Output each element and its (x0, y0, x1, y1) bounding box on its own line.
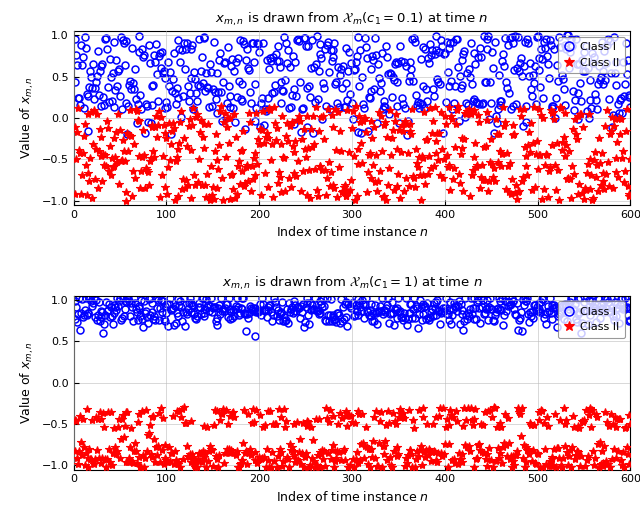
Class II (84, 464, 92, 470)
Y-axis label: Value of $x_{m,n}$: Value of $x_{m,n}$ (19, 77, 36, 159)
Class I (322, 103, 330, 109)
Class I (563, 32, 571, 38)
Class II (122, 198, 129, 204)
Class II (627, 156, 634, 163)
Class I (403, 132, 411, 138)
Class II (216, 453, 223, 459)
Class I (214, 305, 222, 311)
Class I (443, 39, 451, 45)
Class I (76, 295, 83, 301)
Class I (444, 311, 451, 317)
Class I (627, 104, 634, 110)
X-axis label: Index of time instance $n$: Index of time instance $n$ (276, 490, 428, 504)
Line: Class I: Class I (71, 295, 634, 340)
Class I (70, 78, 78, 85)
Class II (70, 190, 78, 197)
Class I (398, 94, 406, 101)
Class I (70, 315, 78, 321)
Class II (444, 464, 451, 470)
Class II (444, 164, 451, 170)
Y-axis label: Value of $x_{m,n}$: Value of $x_{m,n}$ (19, 341, 36, 424)
Line: Class I: Class I (71, 31, 634, 138)
Class II (180, 405, 188, 411)
Class II (323, 174, 331, 181)
Class I (169, 76, 177, 82)
Class I (627, 317, 634, 323)
Class I (214, 110, 221, 117)
Class I (490, 130, 498, 136)
Class I (252, 333, 259, 340)
Legend: Class I, Class II: Class I, Class II (558, 37, 625, 73)
Class I (491, 312, 499, 318)
Class II (491, 405, 499, 411)
Class II (170, 461, 178, 467)
Title: $x_{m,n}$ is drawn from $\mathcal{X}_m(c_1 = 0.1)$ at time $n$: $x_{m,n}$ is drawn from $\mathcal{X}_m(c… (216, 10, 488, 28)
Class I (170, 322, 178, 328)
Class II (627, 421, 634, 427)
Class II (170, 125, 178, 132)
Class II (491, 179, 499, 185)
Class II (352, 103, 360, 109)
Class I (400, 310, 408, 316)
Class II (324, 450, 332, 456)
Class I (324, 312, 332, 318)
X-axis label: Index of time instance $n$: Index of time instance $n$ (276, 225, 428, 239)
Legend: Class I, Class II: Class I, Class II (558, 301, 625, 338)
Class II (214, 166, 222, 172)
Class II (400, 187, 408, 194)
Line: Class II: Class II (70, 403, 635, 471)
Title: $x_{m,n}$ is drawn from $\mathcal{X}_m(c_1 = 1)$ at time $n$: $x_{m,n}$ is drawn from $\mathcal{X}_m(c… (221, 275, 483, 292)
Line: Class II: Class II (70, 102, 635, 205)
Class II (400, 415, 408, 421)
Class II (70, 417, 78, 423)
